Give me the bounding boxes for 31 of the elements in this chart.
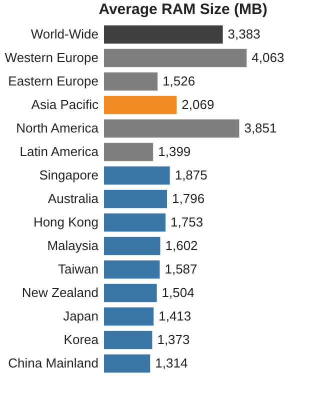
data-label: 1,875 bbox=[174, 168, 208, 182]
y-tick-label: China Mainland bbox=[8, 355, 98, 370]
data-label: 4,063 bbox=[252, 50, 284, 66]
data-label: 1,413 bbox=[158, 308, 192, 324]
data-label: 1,526 bbox=[162, 74, 196, 89]
data-label: 1,373 bbox=[157, 332, 190, 347]
chart-title: Average RAM Size (MB) bbox=[98, 1, 268, 18]
y-tick-label: Latin America bbox=[20, 144, 100, 160]
y-tick-label: Korea bbox=[64, 332, 100, 347]
y-tick-label: Malaysia bbox=[47, 238, 100, 253]
data-label: 1,504 bbox=[162, 284, 194, 300]
data-label: 3,851 bbox=[244, 120, 277, 136]
y-tick-label: Australia bbox=[48, 191, 100, 206]
y-tick-label: New Zealand bbox=[22, 284, 98, 300]
y-tick-label: Taiwan bbox=[58, 261, 98, 276]
data-label: 1,399 bbox=[158, 144, 191, 160]
y-tick-label: Singapore bbox=[39, 168, 98, 182]
y-tick-label: Hong Kong bbox=[33, 214, 98, 230]
data-label: 1,796 bbox=[172, 191, 205, 206]
y-tick-label: Eastern Europe bbox=[8, 74, 98, 89]
data-label: 1,587 bbox=[164, 261, 198, 276]
data-label: 1,314 bbox=[155, 355, 188, 370]
y-tick-label: Asia Pacific bbox=[31, 97, 99, 112]
data-label: 2,069 bbox=[182, 97, 214, 112]
data-label: 1,753 bbox=[170, 214, 204, 230]
data-label: 1,602 bbox=[165, 238, 198, 253]
y-tick-label: Western Europe bbox=[4, 50, 98, 66]
y-tick-label: Japan bbox=[63, 308, 98, 324]
y-tick-label: World-Wide bbox=[30, 26, 98, 42]
y-tick-label: North America bbox=[16, 120, 100, 136]
data-label: 3,383 bbox=[228, 26, 260, 42]
